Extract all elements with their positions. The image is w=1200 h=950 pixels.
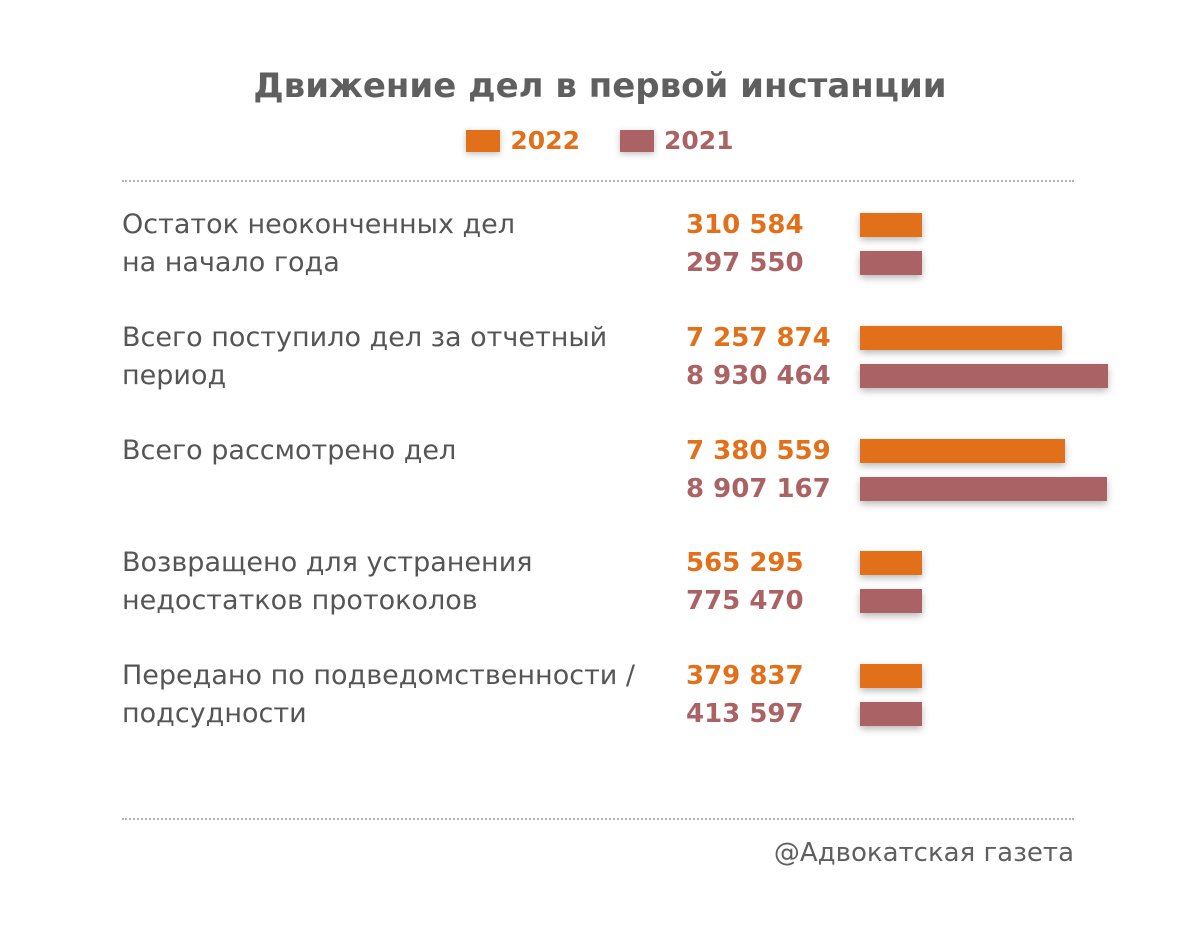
category-label: Всего рассмотрено дел (122, 435, 457, 466)
value-label-2022: 7 380 559 (686, 436, 831, 466)
bar-2022 (860, 439, 1065, 463)
bar-2021 (860, 364, 1108, 388)
legend-item-2022: 2022 (466, 126, 580, 155)
bar-2022 (860, 326, 1062, 350)
top-divider (122, 180, 1074, 182)
value-label-2021: 8 907 167 (686, 474, 831, 504)
bar-2022 (860, 551, 922, 575)
legend-label-2021: 2021 (664, 126, 734, 155)
value-label-2022: 565 295 (686, 548, 804, 578)
bar-2021 (860, 251, 922, 275)
value-label-2022: 379 837 (686, 661, 804, 691)
bar-2021 (860, 702, 922, 726)
bottom-divider (122, 818, 1074, 820)
category-label: Передано по подведомственности / подсудн… (122, 660, 636, 729)
bar-2021 (860, 477, 1107, 501)
value-label-2021: 413 597 (686, 699, 804, 729)
legend: 2022 2021 (0, 126, 1200, 155)
category-label: Всего поступило дел за отчетный период (122, 322, 608, 391)
value-label-2022: 7 257 874 (686, 323, 831, 353)
chart-title: Движение дел в первой инстанции (253, 66, 947, 106)
value-label-2022: 310 584 (686, 210, 804, 240)
footer-credit: @Адвокатская газета (773, 838, 1074, 868)
bar-2022 (860, 664, 922, 688)
value-label-2021: 8 930 464 (686, 361, 831, 391)
bar-2022 (860, 213, 922, 237)
bar-2021 (860, 589, 922, 613)
value-label-2021: 775 470 (686, 586, 804, 616)
category-label: Остаток неоконченных дел на начало года (122, 209, 516, 278)
legend-label-2022: 2022 (510, 126, 580, 155)
legend-swatch-2022 (466, 129, 501, 152)
value-label-2021: 297 550 (686, 248, 804, 278)
category-label: Возвращено для устранения недостатков пр… (122, 547, 533, 616)
legend-item-2021: 2021 (620, 126, 734, 155)
legend-swatch-2021 (620, 129, 654, 152)
